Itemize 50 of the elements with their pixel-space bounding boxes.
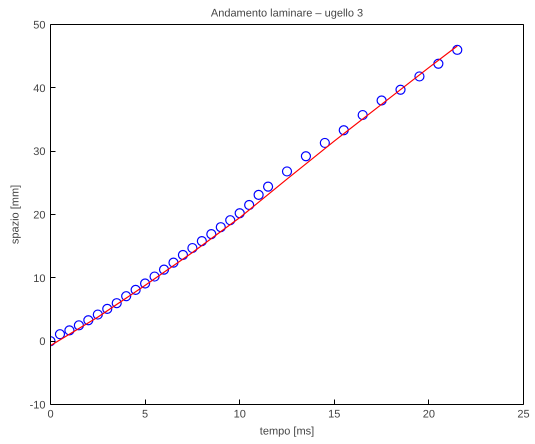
x-tick-label: 20 bbox=[422, 408, 436, 420]
x-tick-label: 25 bbox=[517, 408, 530, 420]
point bbox=[83, 315, 94, 326]
point bbox=[206, 229, 216, 240]
point bbox=[140, 278, 150, 289]
point bbox=[262, 182, 274, 192]
point bbox=[130, 284, 141, 295]
y-tick-label: 20 bbox=[33, 210, 46, 222]
point bbox=[282, 166, 292, 177]
point bbox=[149, 271, 160, 282]
chart-title: Andamento laminare – ugello 3 bbox=[210, 8, 364, 20]
y-tick-label: 0 bbox=[39, 336, 46, 348]
point bbox=[376, 95, 387, 106]
point bbox=[178, 250, 188, 260]
x-tick-label: 5 bbox=[142, 408, 148, 420]
point bbox=[216, 222, 226, 232]
point bbox=[234, 208, 245, 218]
point bbox=[54, 329, 66, 340]
point bbox=[102, 304, 112, 314]
point bbox=[244, 200, 254, 210]
point bbox=[358, 110, 368, 120]
point bbox=[92, 309, 103, 320]
point bbox=[395, 84, 406, 95]
y-tick-label: 10 bbox=[33, 272, 46, 285]
y-tick-label: 50 bbox=[33, 20, 46, 32]
point bbox=[414, 71, 425, 82]
point bbox=[196, 236, 207, 246]
point bbox=[433, 58, 444, 69]
point bbox=[225, 215, 236, 226]
x-axis-title: tempo [ms] bbox=[260, 426, 314, 438]
y-tick-label: -10 bbox=[30, 400, 46, 412]
point bbox=[74, 320, 84, 330]
point bbox=[64, 325, 75, 336]
y-tick-label: 40 bbox=[33, 82, 46, 95]
point bbox=[187, 242, 198, 254]
point bbox=[452, 44, 462, 55]
point bbox=[158, 264, 170, 275]
y-axis-title: spazio [mm] bbox=[10, 184, 22, 244]
x-tick-label: 15 bbox=[328, 408, 340, 420]
point bbox=[300, 151, 312, 162]
point bbox=[112, 298, 122, 308]
x-tick-label: 10 bbox=[234, 408, 246, 420]
point bbox=[121, 291, 132, 302]
point bbox=[320, 138, 330, 148]
line-series bbox=[50, 45, 458, 346]
point bbox=[338, 125, 349, 136]
y-tick-label: 30 bbox=[33, 146, 46, 158]
point bbox=[254, 190, 264, 200]
x-tick-label: 0 bbox=[47, 408, 54, 420]
point bbox=[168, 258, 179, 268]
